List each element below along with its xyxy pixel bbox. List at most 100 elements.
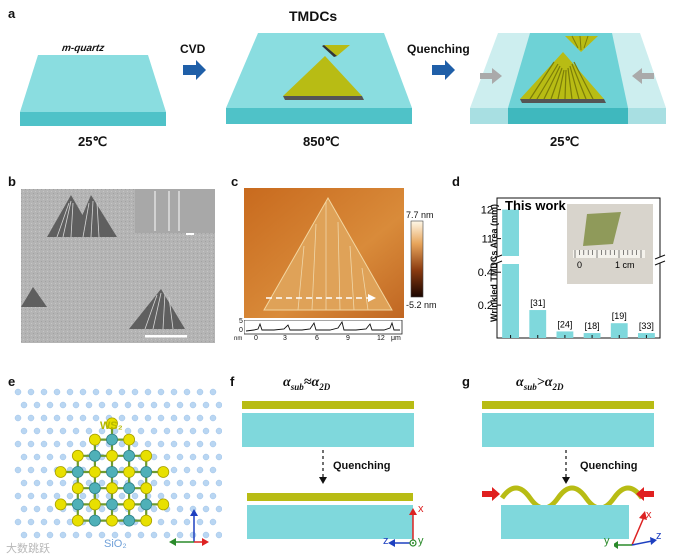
sio2-atom [59, 401, 67, 409]
g-quench-arrow [562, 450, 570, 484]
2d-label: 2D [319, 381, 331, 392]
sio2-atom [144, 440, 152, 448]
tungsten-atom [89, 449, 101, 462]
e-axis-z-arrow [190, 509, 198, 516]
compress-arrow-right [632, 68, 654, 84]
e-axis-y-arrow [169, 538, 176, 546]
bar [556, 331, 574, 338]
sio2-atom [196, 414, 204, 422]
step-quenching-label: Quenching [407, 42, 470, 56]
sio2-atom [189, 427, 197, 435]
sio2-atom [157, 492, 165, 500]
scale-bar [145, 335, 187, 338]
sulfur-atom [157, 466, 170, 478]
sulfur-atom [157, 498, 170, 511]
sio2-atom [215, 531, 222, 539]
sio2-atom [20, 479, 28, 487]
f-axis-x: x [418, 503, 424, 515]
sio2-atom [27, 440, 35, 448]
sulfur-atom [89, 498, 101, 511]
sio2-atom [209, 518, 217, 526]
sio2-atom [105, 388, 113, 396]
sio2-atom [79, 492, 87, 500]
panel-label-g: g [462, 374, 470, 389]
sio2-atom [163, 531, 171, 539]
tungsten-atom [140, 466, 153, 478]
y-tick-label: 0.2 [478, 300, 493, 312]
sio2-atom [176, 505, 184, 513]
wrinkled-flake-small [565, 36, 598, 52]
sio2-atom [183, 414, 191, 422]
sio2-atom [85, 531, 93, 539]
profile-xtick-6: 6 [315, 335, 319, 342]
sulfur-atom [89, 433, 101, 446]
arrow-cvd [183, 60, 206, 80]
bar-ref-label: [33] [639, 321, 654, 331]
sio2-atom [124, 531, 132, 539]
sio2-atom [170, 388, 178, 396]
2d-label: 2D [552, 381, 564, 392]
sem-inset [135, 189, 215, 233]
tmdc-flake-large [283, 56, 362, 96]
e-axis-x-arrow [202, 538, 209, 546]
panel-label-c: c [231, 174, 239, 189]
wrinkled-flake-large [520, 52, 604, 99]
sio2-atom [176, 453, 184, 461]
sulfur-atom [106, 417, 118, 430]
sio2-atom [111, 401, 119, 409]
arrow-quenching [432, 60, 455, 80]
y-tick-label: 11 [482, 234, 493, 246]
inset-scale-1cm: 1 cm [615, 260, 635, 270]
profile-xtick-9: 9 [346, 335, 350, 342]
tungsten-atom [106, 433, 118, 446]
f-quenching-label: Quenching [333, 460, 391, 472]
sio2-atom [92, 388, 100, 396]
profile-ytick-5: 5 [239, 318, 243, 325]
sulfur-atom [71, 482, 84, 495]
tungsten-atom [71, 498, 84, 511]
sio2-atom [98, 427, 106, 435]
g-wrinkled-layer [482, 485, 654, 511]
sio2-atom [215, 453, 222, 461]
profile-y-unit: nm [234, 336, 243, 342]
axis-break-mark [654, 254, 666, 260]
chart-frame [496, 197, 661, 339]
sio2-atom [27, 414, 35, 422]
sio2-atom [33, 401, 41, 409]
sio2-atom [92, 414, 100, 422]
sio2-atom [53, 518, 61, 526]
bar-this-work [502, 264, 520, 338]
sio2-atom [79, 388, 87, 396]
f-axes [388, 508, 417, 547]
sio2-atom [215, 479, 222, 487]
sio2-atom [157, 414, 165, 422]
sio2-atom [183, 492, 191, 500]
tmdcs-title: TMDCs [289, 8, 338, 24]
sio2-atom [46, 531, 54, 539]
g-substrate-bottom [501, 505, 629, 539]
inset-ruler [573, 250, 645, 258]
sio2-atom [144, 388, 152, 396]
sulfur-atom [140, 482, 153, 495]
sio2-atom [66, 414, 74, 422]
sulfur-atom [140, 449, 153, 462]
g-2d-layer-top [482, 401, 654, 409]
sulfur-atom [54, 466, 67, 478]
sio2-atom [59, 427, 67, 435]
inset-scale-bar [186, 233, 194, 235]
sio2-atom [66, 440, 74, 448]
sio2-atom [20, 531, 28, 539]
bar-ref-label: [31] [530, 298, 545, 308]
sio2-atom [40, 518, 48, 526]
sio2-atom [209, 388, 217, 396]
ws2-label: WS₂ [100, 420, 123, 432]
tungsten-atom [123, 514, 135, 527]
sio2-atom [33, 505, 41, 513]
step-cvd-label: CVD [180, 42, 206, 56]
sulfur-atom [123, 466, 135, 478]
profile-ytick-0: 0 [239, 327, 243, 334]
tmdc-flake-small [324, 45, 350, 56]
sio2-atom [170, 440, 178, 448]
tungsten-atom [123, 482, 135, 495]
inset-scale-0: 0 [577, 260, 582, 270]
